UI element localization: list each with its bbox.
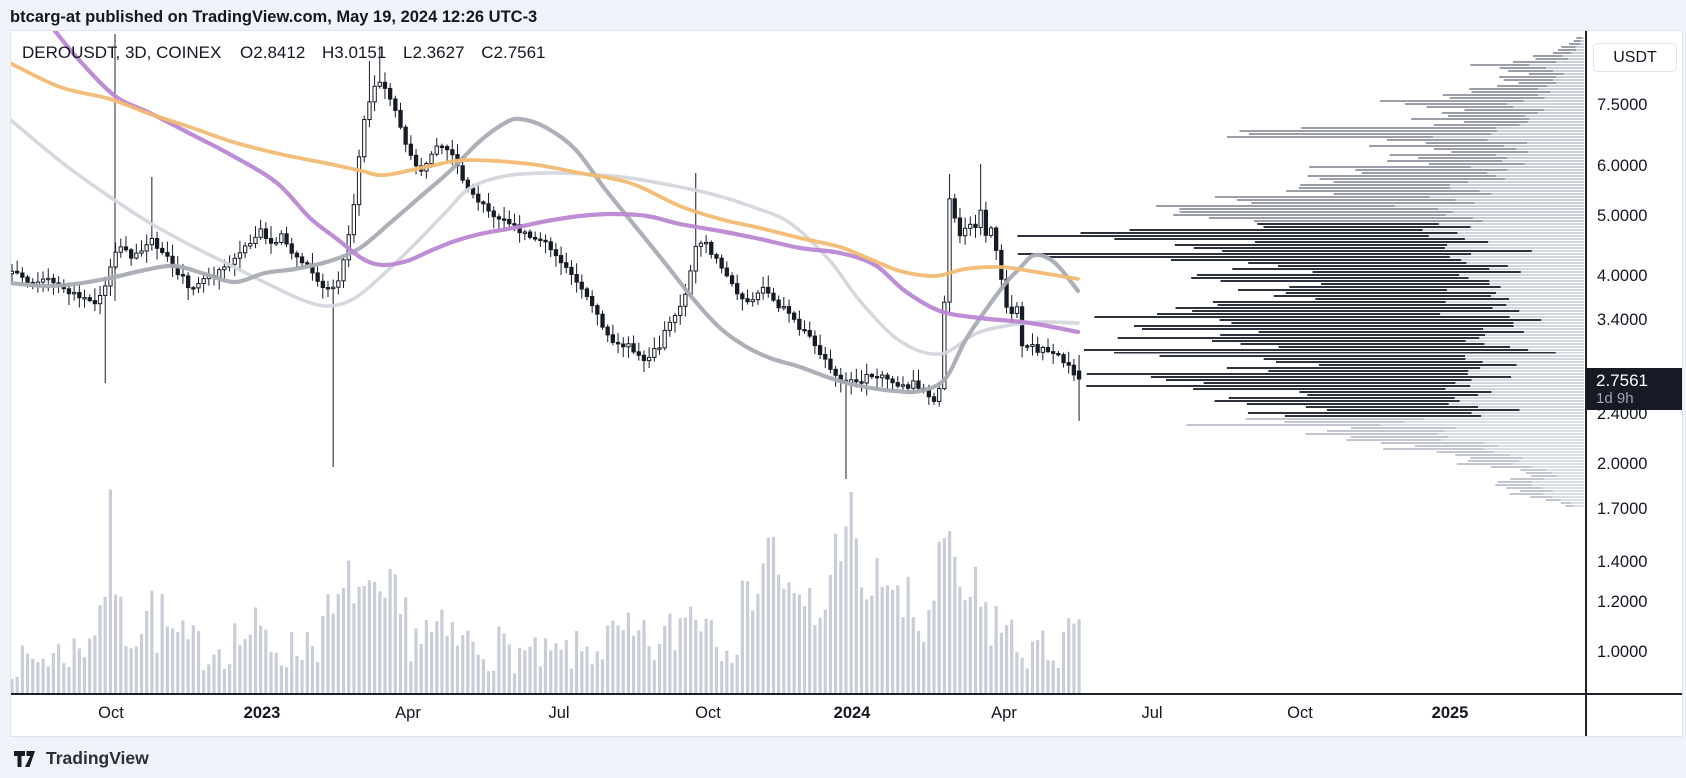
time-tick-label: Jul: [1141, 704, 1163, 722]
price-tick-label: 6.0000: [1597, 157, 1648, 175]
price-axis[interactable]: USDT 2.7561 1d 9h 7.5000 6.0000 5.0000 4.00…: [1586, 31, 1682, 693]
last-price-value: 2.7561: [1596, 371, 1648, 390]
tradingview-attribution[interactable]: TradingView: [14, 748, 149, 769]
time-axis[interactable]: Oct 2023 Apr Jul Oct 2024 Apr Jul Oct 2025: [11, 695, 1584, 736]
price-tick-label: 3.4000: [1597, 311, 1648, 329]
time-tick-label: Oct: [695, 704, 721, 722]
time-tick-label: Oct: [1287, 704, 1313, 722]
ohlc-high: H3.0151: [322, 43, 387, 62]
price-tick-label: 4.0000: [1597, 267, 1648, 285]
symbol-title: DEROUSDT, 3D, COINEX: [22, 43, 222, 62]
currency-toggle-button[interactable]: USDT: [1593, 43, 1677, 72]
last-price-badge: 2.7561 1d 9h: [1586, 368, 1682, 410]
ma-orange: [11, 61, 1080, 281]
time-axis-line: [11, 693, 1682, 695]
volume-histogram: [11, 489, 1081, 693]
tradingview-logo-icon: [14, 750, 35, 767]
time-tick-label: Oct: [98, 704, 124, 722]
ma-purple: [52, 31, 1081, 335]
publish-byline: btcarg-at published on TradingView.com, …: [10, 8, 538, 26]
ma-dark-gray: [11, 116, 1081, 395]
time-tick-label: Jul: [548, 704, 570, 722]
price-chart-pane[interactable]: [11, 31, 1585, 693]
price-tick-label: 1.0000: [1597, 643, 1648, 661]
bar-countdown: 1d 9h: [1596, 390, 1634, 407]
price-tick-label: 1.7000: [1597, 500, 1648, 518]
ma-light-gray: [11, 117, 1080, 356]
ohlc-close: C2.7561: [481, 43, 546, 62]
chart-card: DEROUSDT, 3D, COINEX O2.8412 H3.0151 L2.…: [10, 30, 1683, 737]
price-tick-label: 2.0000: [1597, 455, 1648, 473]
price-tick-label: 1.4000: [1597, 553, 1648, 571]
tradingview-brand-text: TradingView: [46, 748, 149, 768]
ohlc-low: L2.3627: [403, 43, 465, 62]
volume-profile: [1017, 37, 1584, 507]
ohlc-open: O2.8412: [240, 43, 306, 62]
time-tick-label: 2025: [1431, 704, 1469, 722]
time-tick-label: Apr: [991, 704, 1017, 722]
price-tick-label: 1.2000: [1597, 593, 1648, 611]
price-tick-label: 7.5000: [1597, 96, 1648, 114]
candlestick-series: [11, 46, 1082, 479]
price-tick-label: 2.4000: [1597, 405, 1648, 423]
symbol-legend[interactable]: DEROUSDT, 3D, COINEX O2.8412 H3.0151 L2.…: [22, 43, 558, 63]
price-tick-label: 5.0000: [1597, 207, 1648, 225]
time-tick-label: 2024: [833, 704, 871, 722]
time-tick-label: Apr: [395, 704, 421, 722]
time-tick-label: 2023: [243, 704, 281, 722]
